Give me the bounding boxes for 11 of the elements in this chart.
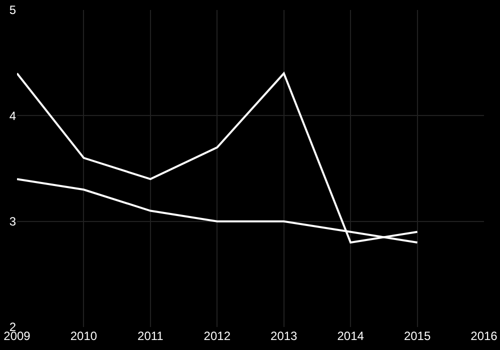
x-tick-label: 2014 [337,329,364,343]
y-tick-label: 4 [9,108,16,123]
x-tick-label: 2016 [470,329,498,343]
x-tick-label: 2015 [404,329,431,343]
y-tick-label: 5 [9,3,16,18]
x-tick-label: 2011 [138,329,164,343]
x-tick-label: 2012 [204,329,231,343]
y-tick-label: 3 [9,214,16,229]
x-tick-label: 2010 [70,329,98,343]
x-tick-label: 2013 [270,329,298,343]
line-series [17,72,418,244]
